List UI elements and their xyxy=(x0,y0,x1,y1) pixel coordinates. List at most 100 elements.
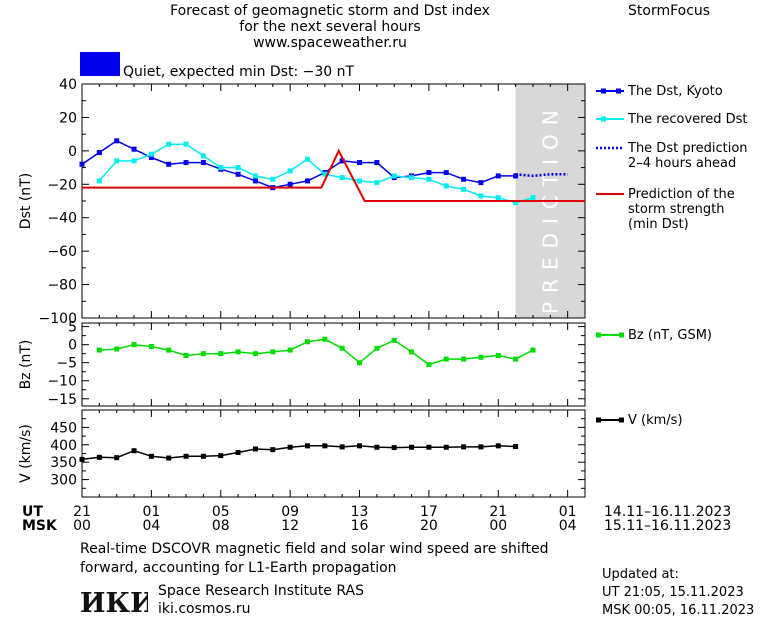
v-data-point xyxy=(79,456,85,462)
v-data-point xyxy=(495,443,501,449)
institute-url[interactable]: iki.cosmos.ru xyxy=(158,601,251,617)
v-data-point xyxy=(218,453,224,459)
dst-data-point xyxy=(166,161,172,167)
dst-data-point xyxy=(304,156,310,162)
legend-dst-prediction-label: The Dst prediction 2–4 hours ahead xyxy=(628,141,748,171)
bz-data-point xyxy=(287,347,293,353)
bz-data-point xyxy=(357,360,363,366)
chart-title: Forecast of geomagnetic storm and Dst in… xyxy=(80,3,580,51)
dst-data-point xyxy=(218,165,224,171)
bz-data-point xyxy=(218,351,224,357)
bz-data-point xyxy=(391,337,397,343)
status-color-swatch xyxy=(80,52,120,76)
title-line-1: Forecast of geomagnetic storm and Dst in… xyxy=(170,3,490,19)
y-tick-label: −100 xyxy=(39,311,77,327)
bz-data-point xyxy=(426,362,432,367)
title-url[interactable]: www.spaceweather.ru xyxy=(253,35,407,51)
ut-date-range: 14.11–16.11.2023 xyxy=(604,504,731,520)
y-tick-label: 40 xyxy=(59,77,77,93)
v-data-point xyxy=(166,455,172,461)
dst-data-point xyxy=(131,146,137,152)
bz-data-point xyxy=(166,347,172,353)
updated-label: Updated at: xyxy=(602,567,679,582)
dst-data-point xyxy=(148,155,154,161)
dst-data-point xyxy=(114,138,120,144)
y-tick-label: −60 xyxy=(47,244,77,260)
v-data-point xyxy=(391,445,397,451)
institute-name: Space Research Institute RAS xyxy=(158,583,364,599)
dst-data-point xyxy=(495,195,501,201)
y-tick-label: −15 xyxy=(47,392,77,408)
legend-dst-recovered-line-icon xyxy=(596,116,624,122)
dst-data-point xyxy=(478,180,484,186)
v-data-point xyxy=(200,453,206,459)
y-tick-label: 20 xyxy=(59,110,77,126)
y-tick-label: −10 xyxy=(47,374,77,390)
updated-msk: MSK 00:05, 16.11.2023 xyxy=(602,603,755,618)
dst-data-point xyxy=(304,178,310,184)
footnote: Real-time DSCOVR magnetic field and sola… xyxy=(80,540,549,578)
y-tick-label: 450 xyxy=(50,420,77,436)
title-line-2: for the next several hours xyxy=(239,19,421,35)
dst-data-point xyxy=(322,171,328,177)
institute-info: Space Research Institute RAS iki.cosmos.… xyxy=(158,582,364,618)
bz-data-point xyxy=(304,339,310,345)
dst-data-point xyxy=(495,173,501,179)
dst-panel: PREDICTION 40 20 0 −20 −40 −60 −80 −100 Dst (nT) xyxy=(18,77,586,327)
brand-name: StormFocus xyxy=(628,3,711,19)
bz-data-point xyxy=(322,336,328,342)
v-data-point xyxy=(131,448,137,454)
msk-tick-label: 20 xyxy=(420,518,438,534)
dst-series-1-line xyxy=(81,139,516,189)
dst-data-point xyxy=(530,195,536,201)
dst-data-point xyxy=(114,158,120,164)
y-tick-label: 5 xyxy=(68,320,77,336)
bz-y-axis-label: Bz (nT) xyxy=(18,340,34,390)
bz-data-point xyxy=(409,349,415,355)
footnote-line-2: forward, accounting for L1-Earth propaga… xyxy=(80,560,397,576)
v-data-point xyxy=(287,444,293,450)
legend-dst-prediction-line-1: The Dst prediction xyxy=(628,141,748,156)
bz-data-point xyxy=(374,345,380,351)
legend-dst-prediction-line-2: 2–4 hours ahead xyxy=(628,156,737,171)
dst-data-point xyxy=(96,150,102,156)
bz-data-point xyxy=(148,343,154,349)
updated-ut: UT 21:05, 15.11.2023 xyxy=(602,585,744,600)
legend-storm-strength-line-2: storm strength xyxy=(628,202,725,217)
bz-data-point xyxy=(270,349,276,355)
bz-data-point xyxy=(131,342,137,348)
iki-logo: ИКИ xyxy=(80,588,148,619)
v-y-axis-label: V (km/s) xyxy=(18,424,34,483)
dst-data-point xyxy=(426,176,432,182)
dst-data-point xyxy=(443,170,449,176)
msk-tick-label: 04 xyxy=(142,518,160,534)
bz-data-point xyxy=(183,352,189,358)
v-data-point xyxy=(357,443,363,449)
legend-v-line-icon xyxy=(596,417,624,423)
dst-data-point xyxy=(200,153,206,159)
dst-data-point xyxy=(461,176,467,182)
bz-data-point xyxy=(252,351,258,357)
y-tick-label: −20 xyxy=(47,177,77,193)
dst-data-point xyxy=(513,200,519,206)
dst-series-4-line xyxy=(82,148,585,202)
dst-data-point xyxy=(461,186,467,192)
v-data-point xyxy=(114,455,120,461)
msk-tick-label: 00 xyxy=(73,518,91,534)
bz-data-point xyxy=(478,354,484,360)
ut-tick-label: 21 xyxy=(73,504,91,520)
dst-data-point xyxy=(339,158,345,164)
v-data-point xyxy=(478,444,484,450)
dst-data-point xyxy=(287,181,293,187)
v-data-point xyxy=(270,447,276,453)
y-tick-label: 0 xyxy=(68,144,77,160)
prediction-band-label: PREDICTION xyxy=(538,101,562,314)
v-data-point xyxy=(148,453,154,459)
msk-tick-label: 16 xyxy=(351,518,369,534)
ut-tick-label: 09 xyxy=(281,504,299,520)
ut-tick-label: 13 xyxy=(351,504,369,520)
msk-tick-label: 04 xyxy=(559,518,577,534)
v-data-point xyxy=(426,444,432,450)
msk-tick-label: 08 xyxy=(212,518,230,534)
